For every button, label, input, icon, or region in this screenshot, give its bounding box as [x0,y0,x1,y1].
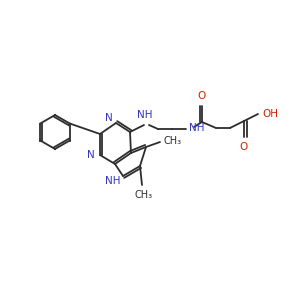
Text: NH: NH [189,123,205,133]
Text: O: O [198,91,206,101]
Text: CH₃: CH₃ [135,190,153,200]
Text: NH: NH [106,176,121,186]
Text: OH: OH [262,109,278,119]
Text: CH₃: CH₃ [164,136,182,146]
Text: N: N [87,150,95,160]
Text: O: O [240,142,248,152]
Text: N: N [105,113,113,123]
Text: NH: NH [137,110,153,120]
